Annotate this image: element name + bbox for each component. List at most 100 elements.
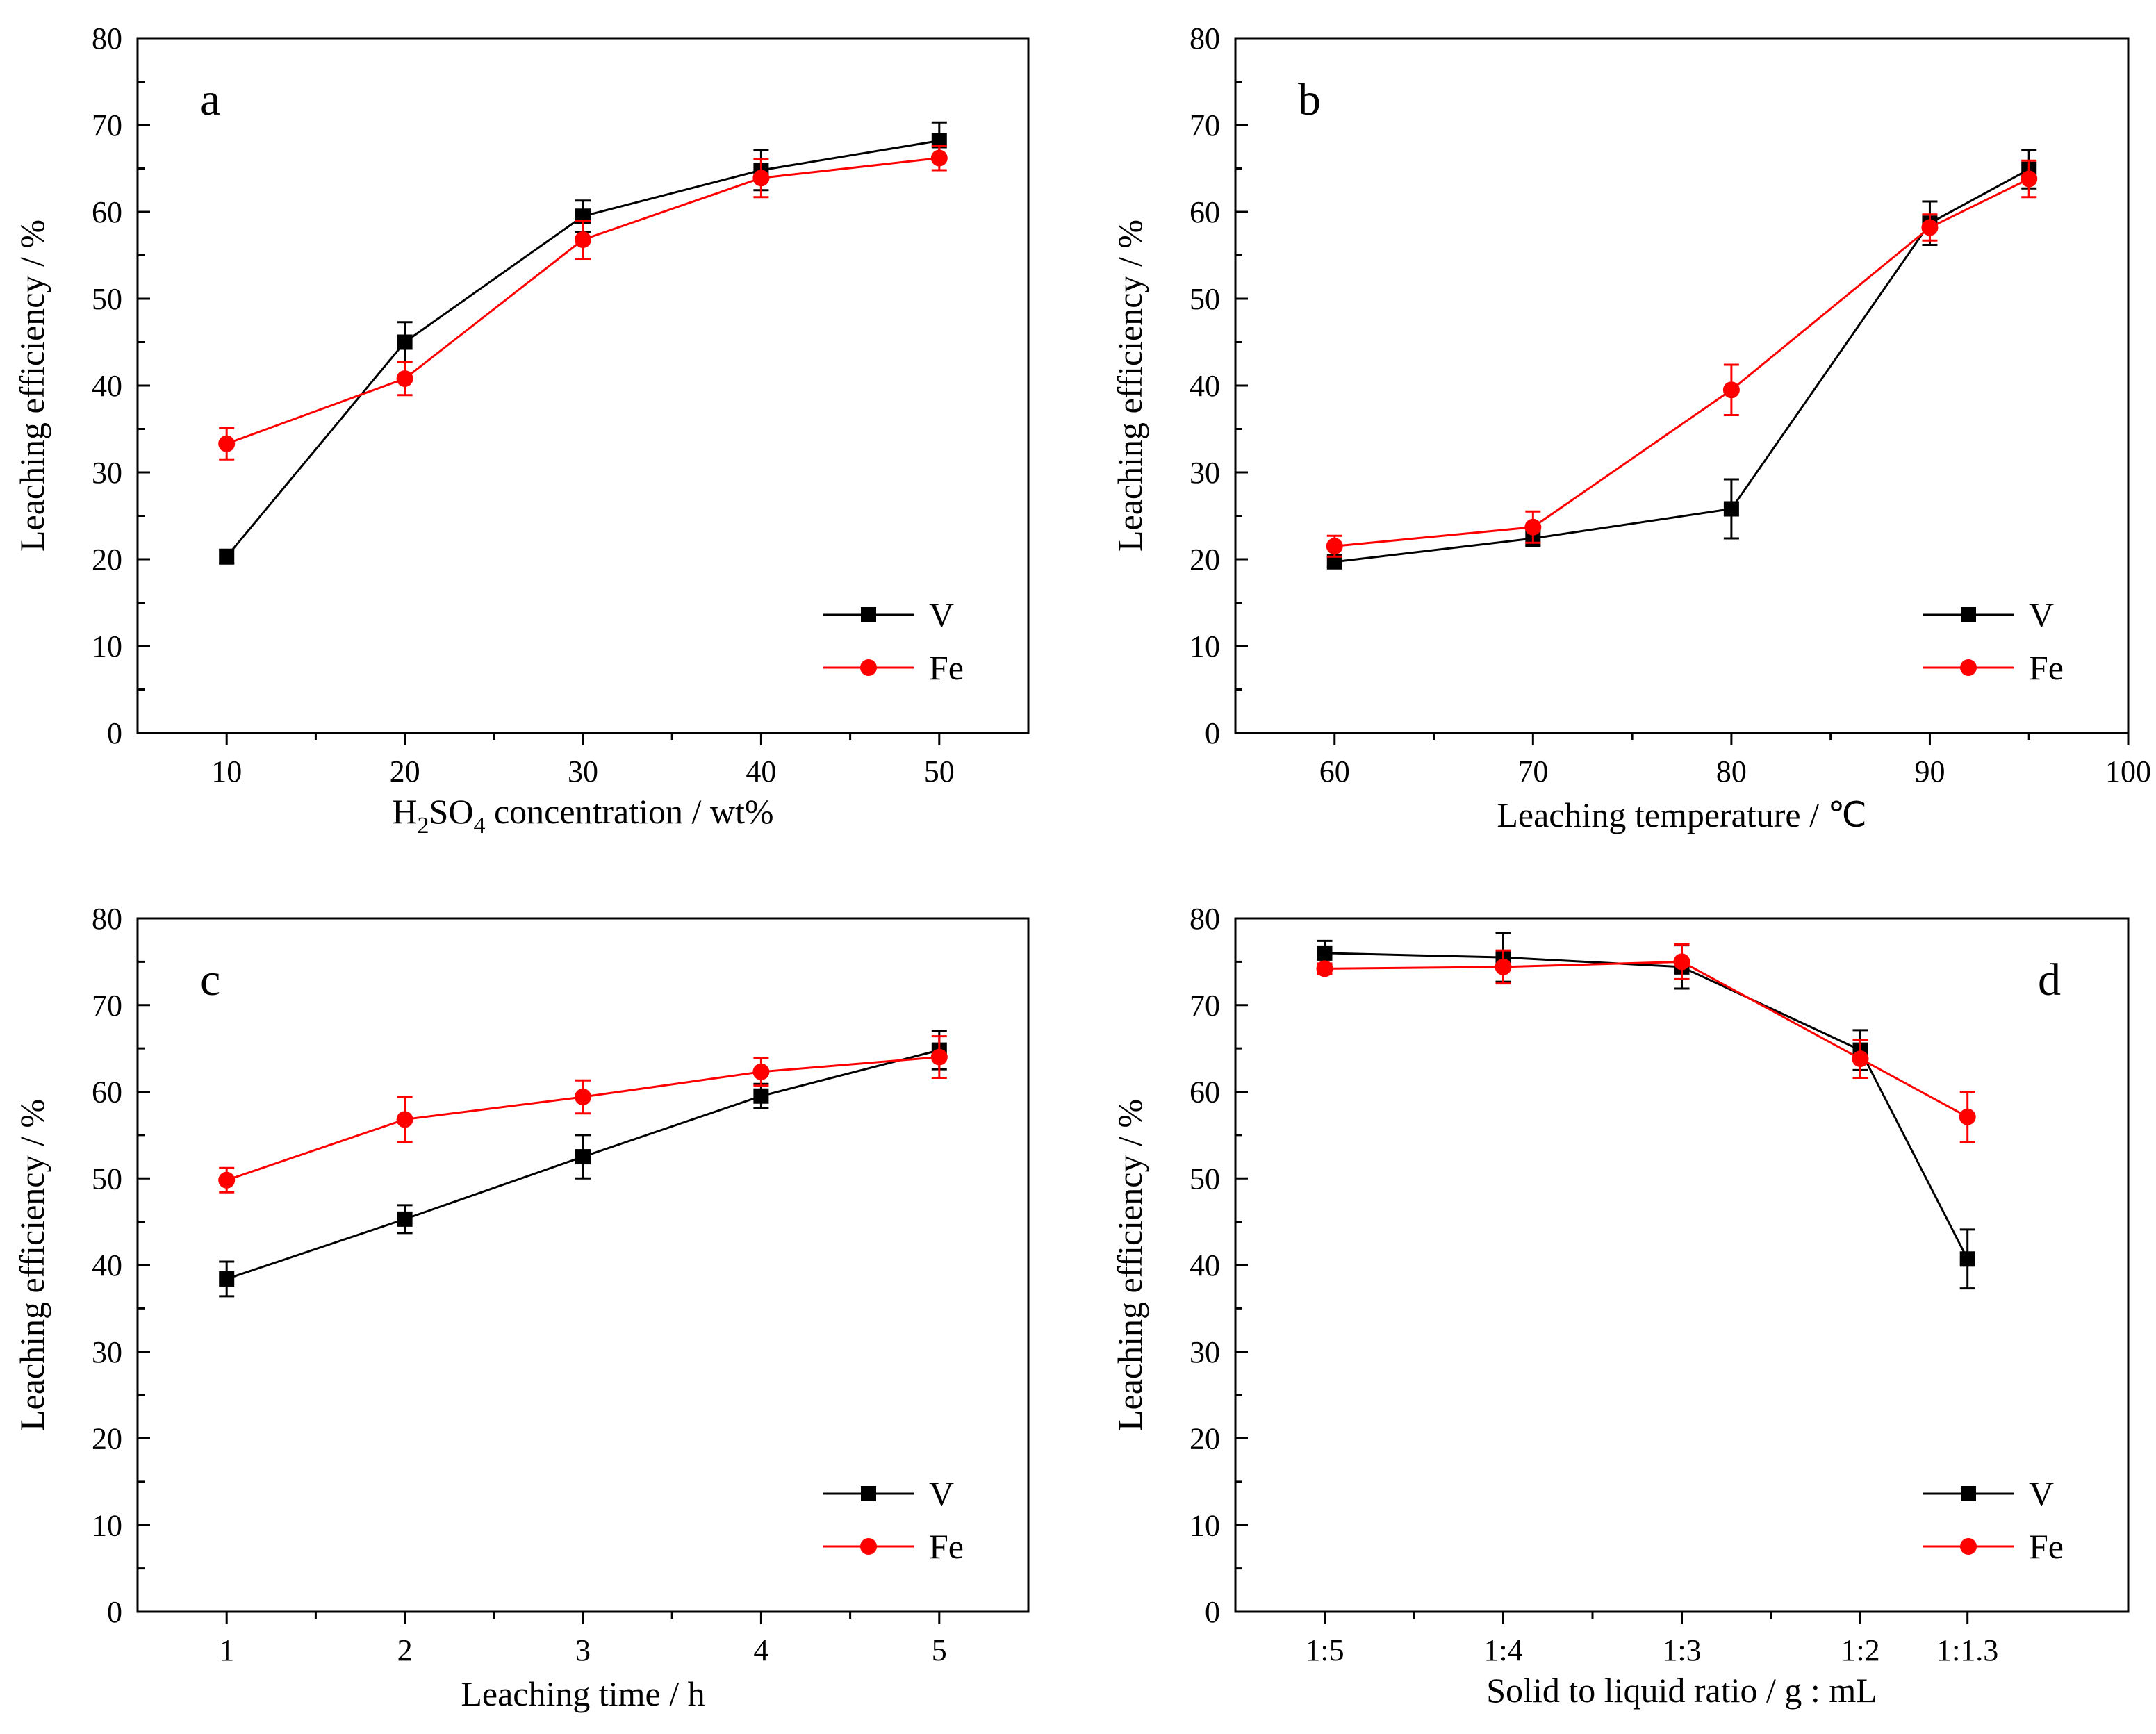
- data-point-square: [1723, 501, 1739, 517]
- data-point-circle: [218, 435, 236, 452]
- legend-label: V: [929, 595, 954, 634]
- x-tick-label: 1:1.3: [1936, 1633, 1998, 1667]
- x-axis-label: Leaching time / h: [461, 1674, 705, 1713]
- y-tick-label: 0: [1205, 1595, 1220, 1629]
- y-tick-label: 60: [1190, 195, 1220, 229]
- data-point-circle: [1722, 381, 1740, 399]
- data-point-circle: [1495, 958, 1512, 975]
- x-axis-label-part: H: [392, 792, 417, 831]
- series-v: [219, 121, 947, 565]
- data-point-square: [575, 1149, 591, 1165]
- y-tick-label: 80: [1190, 22, 1220, 56]
- y-axis-label: Leaching efficiency / %: [13, 220, 51, 552]
- data-point-square: [1959, 1251, 1975, 1267]
- data-point-circle: [1316, 960, 1333, 977]
- plot-frame: [1234, 37, 2130, 734]
- x-axis-label: Solid to liquid ratio / g : mL: [1486, 1671, 1877, 1710]
- legend-label: Fe: [929, 648, 964, 687]
- y-tick-label: 30: [1190, 456, 1220, 490]
- x-tick-label: 10: [211, 754, 242, 788]
- chart-panel-b: 0 10 20 30 40 50 60 70 80 60 70 80 90 100 Leaching eff…: [1110, 22, 2151, 834]
- x-tick-label: 5: [932, 1633, 947, 1667]
- y-tick-label: 10: [92, 1508, 122, 1542]
- data-point-circle: [1524, 518, 1542, 536]
- y-tick-label: 10: [1190, 629, 1220, 663]
- x-axis-label-part: Leaching time / h: [461, 1674, 705, 1713]
- panel-label: b: [1298, 74, 1321, 125]
- series-fe: [1326, 159, 2038, 558]
- y-axis-label: Leaching efficiency / %: [1110, 1099, 1149, 1431]
- y-tick-label: 70: [1190, 989, 1220, 1023]
- x-axis-label: Leaching temperature / ℃: [1497, 795, 1866, 834]
- y-tick-label: 80: [92, 22, 122, 56]
- data-point-circle: [1959, 1108, 1976, 1125]
- x-tick-label: 90: [1914, 754, 1945, 788]
- legend-label: Fe: [2029, 648, 2064, 687]
- series-line: [1324, 952, 1969, 1260]
- x-tick-label: 70: [1517, 754, 1548, 788]
- x-axis-label-subscript: 4: [473, 813, 485, 839]
- x-tick-label: 20: [390, 754, 420, 788]
- data-point-circle: [2021, 170, 2038, 188]
- y-tick-label: 50: [1190, 1162, 1220, 1196]
- y-tick-label: 40: [92, 1248, 122, 1282]
- series-v: [219, 1030, 947, 1298]
- x-tick-label: 2: [397, 1633, 413, 1667]
- panel-label: c: [200, 955, 220, 1005]
- legend-marker-square: [861, 1486, 876, 1501]
- legend-label: V: [2029, 1474, 2054, 1513]
- y-tick-label: 10: [1190, 1508, 1220, 1542]
- data-point-circle: [575, 231, 591, 248]
- x-tick-label: 1:4: [1483, 1633, 1522, 1667]
- plot-frame: [1234, 917, 2130, 1613]
- y-tick-label: 20: [1190, 1422, 1220, 1456]
- data-point-circle: [396, 1111, 413, 1128]
- data-point-square: [1326, 554, 1342, 570]
- legend-label: Fe: [929, 1527, 964, 1566]
- y-tick-label: 50: [1190, 282, 1220, 316]
- y-tick-label: 80: [1190, 902, 1220, 936]
- legend: V Fe: [823, 1474, 964, 1566]
- data-point-circle: [1852, 1050, 1869, 1068]
- data-point-circle: [752, 1063, 770, 1080]
- legend-label: V: [929, 1474, 954, 1513]
- y-tick-label: 70: [92, 989, 122, 1023]
- x-tick-label: 40: [746, 754, 776, 788]
- y-axis-label: Leaching efficiency / %: [13, 1099, 51, 1431]
- y-tick-label: 40: [1190, 369, 1220, 403]
- x-axis-label-subscript: 2: [418, 813, 429, 839]
- y-tick-label: 60: [1190, 1075, 1220, 1109]
- series-fe: [218, 1035, 948, 1194]
- y-tick-label: 80: [92, 902, 122, 936]
- x-axis-label: H2SO4 concentration / wt%: [392, 792, 773, 839]
- data-point-circle: [930, 1048, 948, 1066]
- plot-frame: [136, 37, 1030, 734]
- x-tick-label: 1: [219, 1633, 234, 1667]
- x-axis-label-part: concentration / wt%: [485, 792, 773, 831]
- y-tick-label: 60: [92, 1075, 122, 1109]
- x-tick-label: 3: [575, 1633, 591, 1667]
- series-v: [1326, 149, 2037, 570]
- x-axis-label-part: Solid to liquid ratio / g : mL: [1486, 1671, 1877, 1710]
- data-point-square: [753, 1088, 769, 1104]
- y-tick-label: 60: [92, 195, 122, 229]
- y-tick-label: 40: [92, 369, 122, 403]
- legend-marker-circle: [860, 659, 877, 676]
- data-point-circle: [1326, 538, 1343, 555]
- series-line: [1324, 960, 1968, 1118]
- legend-label: Fe: [2029, 1527, 2064, 1566]
- data-point-circle: [218, 1171, 236, 1189]
- series-fe: [218, 144, 948, 461]
- legend-marker-circle: [1960, 1538, 1977, 1555]
- panel-label: d: [2038, 955, 2061, 1005]
- y-tick-label: 70: [92, 108, 122, 142]
- panel-label: a: [200, 74, 220, 125]
- y-tick-label: 30: [92, 1335, 122, 1369]
- x-tick-label: 30: [568, 754, 598, 788]
- legend-label: V: [2029, 595, 2054, 634]
- data-point-square: [397, 1211, 413, 1227]
- chart-panel-c: 0 10 20 30 40 50 60 70 80 1 2 3 4 5 Leaching efficienc…: [13, 902, 1030, 1713]
- x-axis-label-part: SO: [429, 792, 474, 831]
- y-tick-label: 50: [92, 282, 122, 316]
